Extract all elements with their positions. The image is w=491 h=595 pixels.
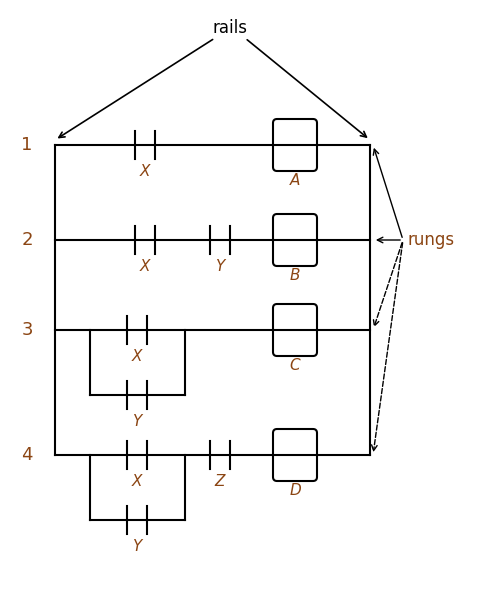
Text: 2: 2 (21, 231, 33, 249)
Text: X: X (132, 349, 142, 364)
Text: 3: 3 (21, 321, 33, 339)
Text: rails: rails (213, 19, 247, 37)
Text: D: D (289, 483, 301, 498)
Text: 1: 1 (21, 136, 33, 154)
Text: A: A (290, 173, 300, 188)
Text: Z: Z (215, 474, 225, 489)
Text: X: X (140, 164, 150, 179)
Text: X: X (132, 474, 142, 489)
Text: C: C (290, 358, 300, 373)
Text: B: B (290, 268, 300, 283)
Text: X: X (140, 259, 150, 274)
Text: Y: Y (132, 539, 142, 554)
Text: 4: 4 (21, 446, 33, 464)
Text: rungs: rungs (408, 231, 455, 249)
Text: Y: Y (132, 414, 142, 429)
Text: Y: Y (216, 259, 225, 274)
